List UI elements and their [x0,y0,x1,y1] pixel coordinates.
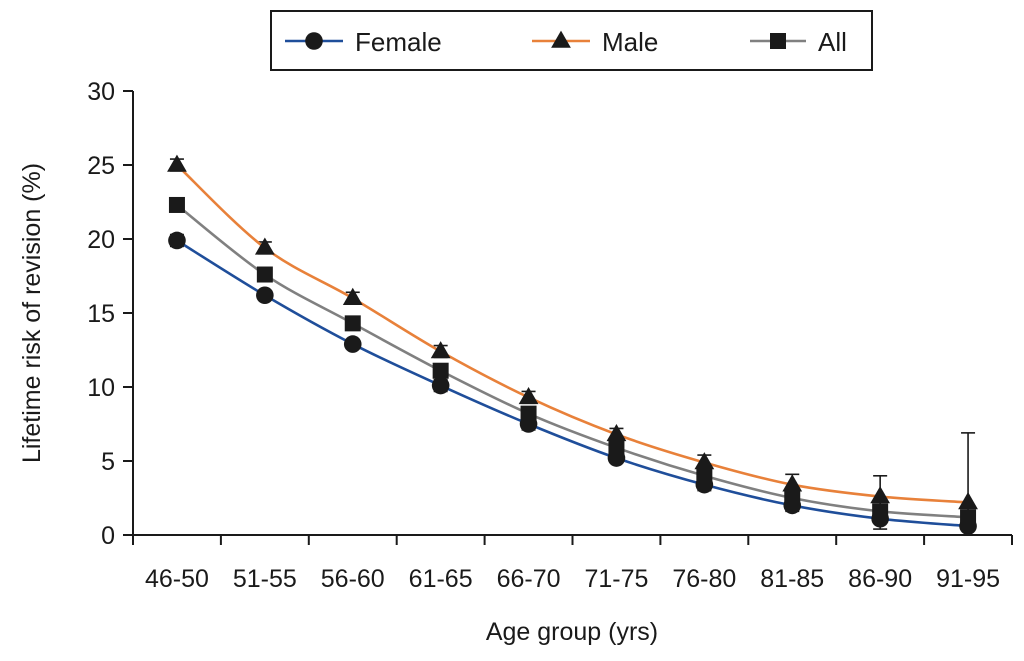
y-tick-label: 10 [87,374,115,402]
legend-items: Female Male All [285,27,847,57]
y-tick-label: 20 [87,226,115,254]
legend-marker [770,33,786,49]
data-point-female [431,376,450,395]
legend-label: All [818,27,847,57]
data-point-male [694,452,715,470]
data-point-female [343,335,362,353]
legend-marker [551,30,571,48]
series-markers [167,154,978,535]
data-point-male [518,386,539,405]
legend-item-male: Male [532,27,658,57]
series-line-female [176,239,969,528]
y-tick-label: 5 [101,448,115,476]
data-point-all [784,490,801,506]
x-tick-label: 81-85 [760,565,824,593]
data-point-male [430,341,451,359]
axes [132,91,1012,536]
data-point-all [432,362,449,379]
y-tick-label: 15 [87,300,115,328]
x-tick-label: 46-50 [145,565,209,593]
legend-marker [305,32,323,50]
data-point-male [606,423,627,442]
x-tick-label: 66-70 [497,565,561,593]
data-point-female [256,286,274,305]
x-tick-label: 71-75 [584,565,648,593]
legend-item-female: Female [285,27,442,57]
data-point-all [168,196,185,213]
x-axis-title: Age group (yrs) [486,618,658,646]
error-bars [169,158,976,532]
x-tick-label: 51-55 [233,565,297,593]
data-point-all [960,509,977,526]
x-tick-label: 61-65 [409,565,473,593]
series-line-all [176,203,969,519]
data-point-female [168,231,186,250]
data-point-male [958,492,978,510]
legend-label: Female [355,27,442,57]
data-point-male [782,474,803,492]
x-ticks: 46-50 51-55 56-60 61-65 66-70 71-75 76-80 81-85… [132,535,1013,593]
y-tick-label: 25 [87,152,115,180]
data-point-all [872,503,889,520]
data-point-all [696,467,713,484]
legend-item-all: All [750,27,847,57]
x-tick-label: 86-90 [848,565,912,593]
series-lines [176,164,969,528]
legend-label: Male [602,27,658,57]
legend: Female Male All [270,10,873,71]
y-tick-label: 30 [87,78,115,106]
data-point-all [344,315,361,332]
x-tick-label: 91-95 [936,565,1000,593]
series-line-male [176,164,969,504]
data-point-male [254,237,275,255]
data-point-male [342,287,363,305]
data-point-all [520,405,537,422]
data-point-all [256,266,273,283]
x-tick-label: 56-60 [321,565,385,593]
y-axis-title: Lifetime risk of revision (%) [18,163,46,463]
data-point-male [167,154,187,172]
y-ticks: 0 5 10 15 20 25 30 [87,78,133,550]
x-tick-label: 76-80 [672,565,736,593]
data-point-all [608,439,625,456]
data-point-male [870,486,891,504]
y-tick-label: 0 [101,522,115,550]
